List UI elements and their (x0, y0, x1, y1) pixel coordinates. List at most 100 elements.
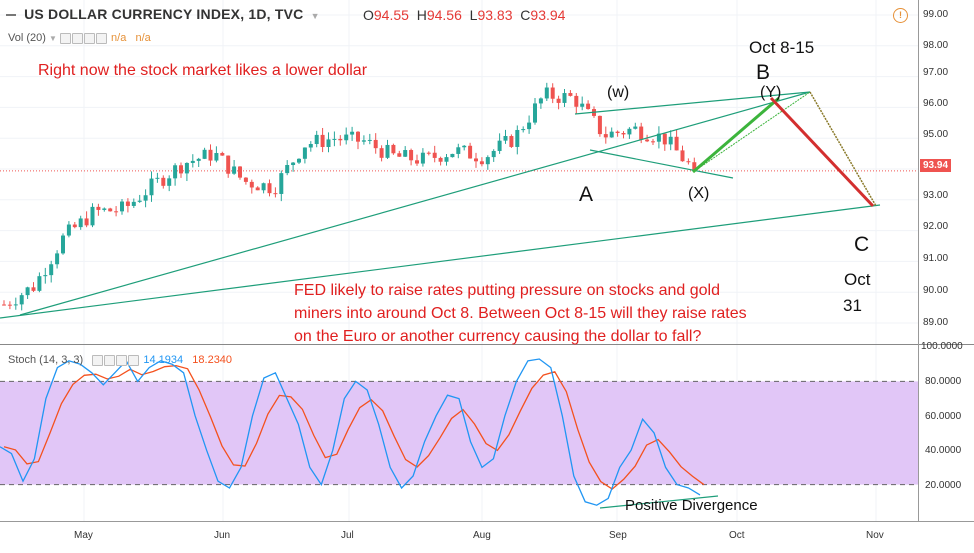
projection-y-to-c (769, 96, 875, 208)
eye-icon[interactable] (59, 32, 71, 44)
stoch-tick: 100.0000 (921, 341, 963, 352)
candle (432, 152, 437, 158)
candle (155, 177, 160, 179)
stoch-tick: 80.0000 (925, 376, 962, 387)
wave-x-label: (X) (688, 185, 710, 202)
candle (143, 195, 148, 201)
projection-x-to-y (692, 96, 780, 174)
alert-icon[interactable]: ! (893, 8, 908, 23)
candle (692, 162, 697, 171)
candle (55, 253, 60, 265)
stoch-more-icon[interactable] (128, 354, 140, 366)
candle (474, 158, 478, 162)
candle (291, 162, 296, 166)
candle (344, 134, 349, 141)
candle (84, 218, 89, 226)
stoch-eye-icon[interactable] (92, 354, 104, 366)
candle (603, 134, 608, 138)
candle (267, 183, 272, 194)
candle (426, 152, 431, 154)
candle (243, 177, 248, 182)
wave-y-label: (Y) (760, 84, 782, 101)
fed-note-line-1: FED likely to raise rates putting pressu… (294, 282, 720, 299)
candle (491, 150, 496, 158)
wave-b-label: B (756, 61, 771, 84)
candle (497, 140, 502, 151)
stoch-tick: 40.0000 (925, 445, 962, 456)
candle (533, 103, 537, 123)
volume-dropdown-icon[interactable]: ▼ (48, 34, 57, 43)
stoch-header-row: Stoch (14, 3, 3) 14.1934 18.2340 (8, 354, 232, 366)
symbol-title[interactable]: US DOLLAR CURRENCY INDEX, 1D, TVC (24, 6, 304, 22)
candle (131, 201, 136, 206)
candle (2, 304, 6, 306)
candle (102, 208, 107, 210)
candle (173, 165, 178, 179)
time-tick: Aug (473, 530, 491, 541)
divergence-label: Positive Divergence (625, 497, 758, 514)
c-date-line-1: Oct (844, 270, 871, 289)
price-tick: 91.00 (923, 253, 949, 264)
candle (656, 133, 661, 142)
candle (196, 158, 201, 161)
candle (184, 162, 189, 174)
close-icon[interactable] (83, 32, 95, 44)
open-label: O (363, 7, 374, 23)
collapse-icon[interactable] (6, 14, 16, 17)
candle (556, 98, 561, 103)
candle (521, 129, 526, 131)
top-note: Right now the stock market likes a lower… (38, 62, 368, 79)
candle (509, 136, 514, 147)
stoch-tick: 60.0000 (925, 411, 962, 422)
symbol-row: US DOLLAR CURRENCY INDEX, 1D, TVC ▼ (6, 6, 320, 22)
candle (391, 144, 396, 154)
time-tick: Sep (609, 530, 627, 541)
divergence-line (599, 495, 719, 509)
price-tick: 90.00 (923, 285, 949, 296)
candle (503, 136, 508, 141)
stoch-close-icon[interactable] (116, 354, 128, 366)
candle (450, 153, 455, 158)
low-value: 93.83 (477, 7, 513, 23)
wedge-upper-line (574, 91, 811, 115)
candle (668, 136, 673, 145)
volume-label[interactable]: Vol (20) (8, 32, 46, 44)
candle (114, 211, 119, 213)
time-tick: Oct (729, 530, 745, 541)
candle (49, 264, 54, 276)
price-pane (0, 0, 918, 343)
fed-note-line-2: miners into around Oct 8. Between Oct 8-… (294, 305, 747, 322)
stoch-settings-icon[interactable] (104, 354, 116, 366)
candle (190, 160, 195, 163)
open-value: 94.55 (373, 7, 409, 23)
candle (420, 152, 425, 164)
candle (538, 98, 543, 104)
candle (621, 133, 626, 135)
stoch-band (0, 381, 918, 485)
candle (415, 160, 419, 164)
long-trendline (0, 204, 881, 319)
close-value: 93.94 (530, 7, 566, 23)
symbol-dropdown-icon[interactable]: ▼ (310, 11, 320, 21)
candle (208, 149, 213, 161)
projection-guide (695, 91, 811, 171)
candle (379, 148, 384, 158)
candle (137, 200, 142, 202)
price-tick: 92.00 (923, 221, 949, 232)
candle (66, 224, 71, 236)
candle (31, 287, 36, 291)
candle (574, 95, 579, 107)
price-tick: 89.00 (923, 317, 949, 328)
more-icon[interactable] (95, 32, 107, 44)
candle (297, 158, 301, 163)
candle (78, 218, 83, 228)
settings-icon[interactable] (71, 32, 83, 44)
candle (627, 128, 632, 135)
wave-c-label: C (854, 233, 870, 256)
stoch-label[interactable]: Stoch (14, 3, 3) (8, 354, 84, 366)
candle (273, 193, 278, 195)
ohlc-row: O94.55 H94.56 L93.83 C93.94 (363, 7, 565, 23)
candle (220, 153, 225, 156)
high-value: 94.56 (426, 7, 462, 23)
